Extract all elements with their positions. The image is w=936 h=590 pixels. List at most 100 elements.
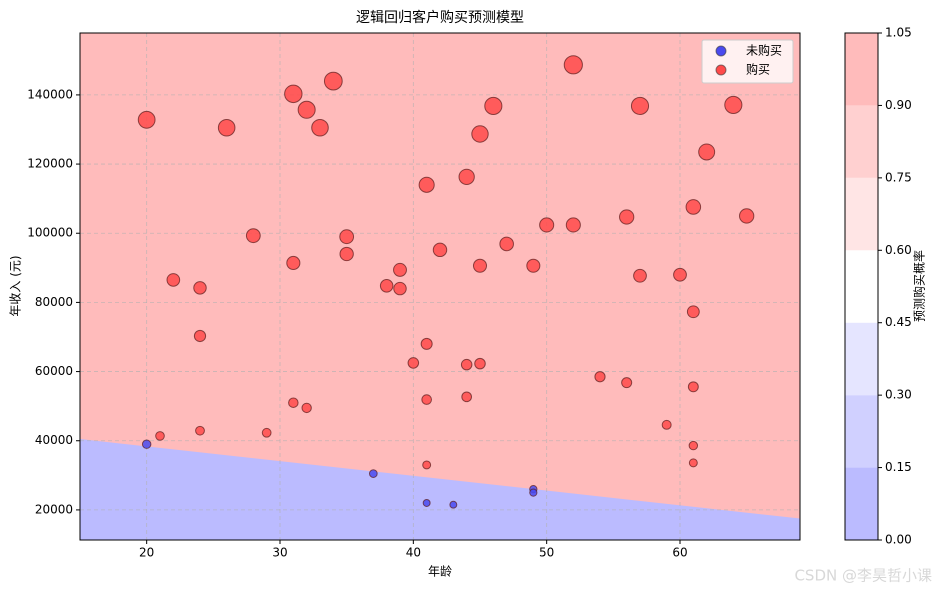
point [449, 500, 458, 509]
point [688, 458, 698, 468]
point [484, 96, 503, 116]
watermark: CSDN @李昊哲小课 [794, 567, 932, 585]
chart-title: 逻辑回归客户购买预测模型 [356, 9, 524, 26]
point [529, 488, 538, 497]
point [499, 236, 514, 252]
colorbar-band [845, 322, 878, 396]
point [217, 118, 236, 137]
y-tick-label: 80000 [35, 295, 73, 309]
colorbar-frame [844, 32, 879, 541]
region-low [80, 439, 800, 540]
point [630, 96, 650, 116]
point [245, 228, 261, 244]
point [297, 100, 316, 119]
point [621, 377, 633, 389]
colorbar-band [845, 177, 878, 251]
x-tick-label: 40 [406, 546, 421, 560]
point [688, 440, 699, 451]
point [565, 217, 581, 233]
point [141, 439, 152, 449]
y-tick-label: 140000 [27, 87, 73, 101]
point [137, 110, 156, 129]
colorbar-tick-label: 0.15 [885, 460, 912, 474]
point [288, 397, 299, 408]
point [432, 242, 448, 258]
colorbar-band [845, 105, 878, 178]
y-tick-label: 100000 [27, 226, 73, 240]
point [195, 425, 205, 436]
point [686, 305, 700, 319]
point [166, 273, 181, 287]
legend-marker [715, 64, 727, 76]
point [339, 229, 355, 245]
point [284, 84, 303, 104]
point [471, 125, 489, 143]
colorbar-band [845, 250, 878, 323]
point [323, 71, 343, 91]
point [724, 95, 743, 115]
point [460, 358, 473, 371]
point [420, 337, 433, 350]
point [193, 281, 207, 295]
point [698, 143, 716, 161]
point [261, 427, 272, 438]
colorbar-band [845, 395, 878, 468]
point [393, 281, 407, 296]
point [193, 329, 207, 343]
point [422, 499, 431, 507]
point [474, 357, 486, 370]
y-tick-label: 120000 [27, 157, 73, 171]
point [594, 371, 606, 383]
y-tick-label: 60000 [35, 364, 73, 378]
point [661, 419, 672, 430]
y-tick-label: 20000 [35, 502, 73, 516]
point [472, 258, 488, 273]
point [421, 394, 432, 405]
colorbar-tick-label: 0.00 [885, 533, 912, 547]
point [539, 217, 555, 233]
point [739, 208, 755, 224]
legend-label: 未购买 [746, 43, 782, 58]
point [393, 262, 407, 277]
point [407, 357, 420, 369]
point [687, 381, 699, 393]
point [155, 431, 165, 441]
point [685, 199, 702, 215]
colorbar-tick-label: 0.75 [885, 170, 912, 184]
x-tick-label: 20 [139, 546, 154, 560]
point [458, 168, 475, 186]
point [339, 246, 354, 262]
point [563, 55, 583, 75]
x-tick-label: 50 [539, 546, 554, 560]
colorbar-tick-label: 0.45 [885, 315, 912, 329]
colorbar-tick-label: 0.90 [885, 98, 912, 112]
colorbar-tick-label: 0.30 [885, 388, 912, 402]
plot-frame [79, 32, 801, 541]
point [461, 391, 473, 403]
point [368, 469, 378, 478]
point [311, 118, 329, 137]
legend-marker [715, 45, 727, 57]
point [633, 268, 647, 283]
point [422, 460, 432, 470]
y-axis-label: 年收入 (元) [9, 255, 23, 316]
point [526, 258, 541, 273]
point [301, 402, 312, 414]
colorbar-label: 预测购买概率 [912, 250, 927, 322]
point [673, 267, 687, 282]
colorbar-band [845, 467, 878, 540]
colorbar-tick-label: 1.05 [885, 26, 912, 40]
point [619, 209, 635, 225]
x-tick-label: 60 [672, 546, 687, 560]
x-axis-label: 年龄 [428, 565, 452, 579]
legend-label: 购买 [746, 62, 770, 77]
point [418, 176, 435, 193]
y-tick-label: 40000 [35, 433, 73, 447]
colorbar-band [845, 33, 878, 106]
colorbar-tick-label: 0.60 [885, 243, 912, 257]
x-tick-label: 30 [272, 546, 287, 560]
point [286, 255, 301, 271]
point [379, 279, 394, 293]
